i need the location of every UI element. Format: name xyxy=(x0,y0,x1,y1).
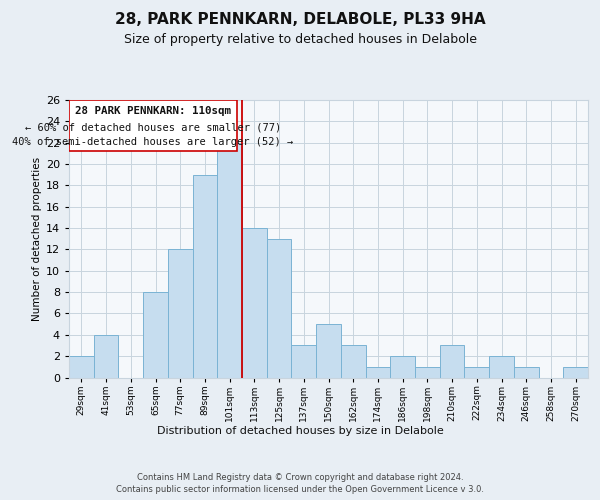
Bar xyxy=(563,367,588,378)
Text: 28 PARK PENNKARN: 110sqm: 28 PARK PENNKARN: 110sqm xyxy=(75,106,231,117)
Bar xyxy=(193,174,217,378)
FancyBboxPatch shape xyxy=(69,100,237,151)
Bar xyxy=(242,228,267,378)
Text: Contains public sector information licensed under the Open Government Licence v : Contains public sector information licen… xyxy=(116,485,484,494)
Bar xyxy=(341,346,365,378)
Bar xyxy=(489,356,514,378)
Bar xyxy=(217,142,242,378)
Text: Contains HM Land Registry data © Crown copyright and database right 2024.: Contains HM Land Registry data © Crown c… xyxy=(137,472,463,482)
Bar xyxy=(143,292,168,378)
Bar xyxy=(440,346,464,378)
Text: 40% of semi-detached houses are larger (52) →: 40% of semi-detached houses are larger (… xyxy=(13,138,293,147)
Text: Size of property relative to detached houses in Delabole: Size of property relative to detached ho… xyxy=(124,32,476,46)
Text: Distribution of detached houses by size in Delabole: Distribution of detached houses by size … xyxy=(157,426,443,436)
Bar xyxy=(168,250,193,378)
Bar xyxy=(415,367,440,378)
Y-axis label: Number of detached properties: Number of detached properties xyxy=(32,156,41,321)
Bar xyxy=(94,335,118,378)
Bar xyxy=(514,367,539,378)
Bar xyxy=(316,324,341,378)
Bar xyxy=(464,367,489,378)
Text: ← 60% of detached houses are smaller (77): ← 60% of detached houses are smaller (77… xyxy=(25,122,281,132)
Bar xyxy=(365,367,390,378)
Bar xyxy=(267,239,292,378)
Bar xyxy=(69,356,94,378)
Bar xyxy=(390,356,415,378)
Bar xyxy=(292,346,316,378)
Text: 28, PARK PENNKARN, DELABOLE, PL33 9HA: 28, PARK PENNKARN, DELABOLE, PL33 9HA xyxy=(115,12,485,28)
